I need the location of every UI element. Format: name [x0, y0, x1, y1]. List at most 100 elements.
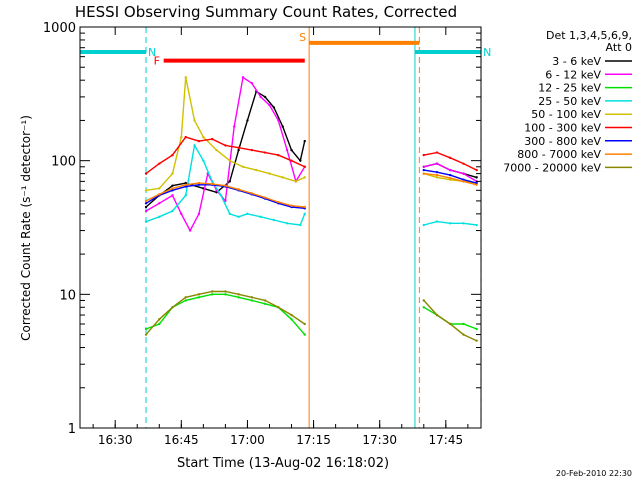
data-point	[158, 202, 161, 205]
data-point	[237, 296, 240, 299]
data-point	[290, 318, 293, 321]
data-point	[246, 212, 249, 216]
data-point	[250, 148, 254, 152]
y-axis: 1 10 100 1000	[43, 21, 481, 437]
data-point	[144, 202, 148, 205]
data-point	[299, 159, 302, 162]
timestamp-footer: 20-Feb-2010 22:30	[556, 469, 632, 478]
data-point	[272, 218, 276, 222]
data-point	[303, 165, 306, 168]
data-point	[449, 168, 452, 172]
legend-entry-label: 12 - 25 keV	[538, 82, 601, 95]
data-point	[180, 135, 183, 139]
data-point	[285, 148, 289, 152]
data-point	[263, 299, 267, 302]
data-point	[303, 139, 306, 143]
data-point	[210, 290, 214, 293]
y-tick-label: 100	[51, 155, 76, 170]
flare-label: F	[154, 55, 160, 68]
legend-entry-label: 50 - 100 keV	[531, 108, 601, 121]
data-point	[197, 183, 201, 186]
data-point	[299, 223, 302, 227]
data-point	[193, 119, 196, 122]
data-point	[277, 153, 280, 157]
data-point	[144, 199, 148, 203]
legend-header-line-2: Att 0	[606, 41, 632, 54]
data-point	[144, 327, 148, 331]
data-point	[422, 153, 425, 157]
data-point	[290, 148, 293, 152]
data-point	[259, 215, 262, 219]
data-point	[263, 302, 267, 305]
data-point	[281, 176, 284, 179]
data-point	[197, 139, 201, 143]
data-point	[435, 151, 439, 154]
data-point	[158, 162, 161, 165]
data-point	[263, 95, 267, 99]
data-point	[422, 306, 425, 309]
data-point	[184, 299, 187, 302]
data-point	[449, 222, 452, 225]
x-tick-label: 17:00	[230, 433, 265, 447]
data-point	[263, 151, 267, 154]
data-point	[475, 223, 478, 227]
x-axis: 16:30 16:45 17:00 17:15 17:30 17:45	[92, 27, 469, 447]
data-point	[241, 165, 245, 168]
data-point	[272, 106, 276, 109]
data-point	[197, 296, 201, 299]
y-tick-label: 1	[68, 422, 76, 437]
data-point	[158, 318, 161, 321]
data-point	[210, 293, 214, 296]
data-point	[171, 189, 174, 192]
data-point	[202, 135, 205, 139]
data-point	[171, 209, 174, 213]
data-point	[197, 181, 201, 185]
data-point	[144, 209, 148, 213]
series-line	[145, 143, 306, 226]
data-point	[250, 81, 254, 85]
series-line	[145, 76, 306, 233]
data-point	[435, 170, 439, 174]
data-point	[475, 183, 478, 186]
data-point	[158, 187, 161, 190]
data-point	[475, 176, 478, 179]
data-point	[224, 144, 227, 147]
data-point	[475, 181, 478, 185]
x-tick-label: 16:30	[98, 433, 133, 447]
plot-frame	[79, 26, 482, 429]
data-point	[435, 176, 439, 179]
data-point	[158, 322, 161, 326]
data-point	[250, 192, 254, 195]
data-point	[144, 189, 148, 192]
data-point	[449, 322, 452, 326]
legend-entry-label: 6 - 12 keV	[545, 68, 601, 81]
data-point	[277, 200, 280, 204]
data-point	[422, 223, 425, 227]
data-point	[303, 212, 306, 216]
data-point	[422, 299, 425, 302]
series-line	[145, 136, 305, 175]
data-point	[285, 222, 289, 225]
x-axis-label: Start Time (13-Aug-02 16:18:02)	[177, 456, 389, 471]
series-line	[423, 151, 478, 171]
data-point	[184, 194, 187, 197]
series-line	[145, 77, 305, 191]
data-point	[462, 322, 465, 326]
data-point	[268, 172, 271, 175]
data-point	[228, 212, 232, 216]
data-point	[246, 119, 249, 122]
data-point	[422, 172, 425, 175]
data-point	[210, 137, 214, 141]
data-point	[462, 222, 465, 225]
data-point	[435, 173, 439, 177]
night-label: N	[148, 46, 156, 59]
data-point	[193, 144, 196, 147]
legend-entry-label: 800 - 7000 keV	[517, 148, 601, 161]
data-point	[475, 168, 478, 172]
data-point	[255, 168, 258, 172]
legend-entry-label: 25 - 50 keV	[538, 95, 601, 108]
data-point	[241, 76, 245, 79]
data-point	[290, 159, 293, 162]
series-line	[423, 299, 477, 342]
